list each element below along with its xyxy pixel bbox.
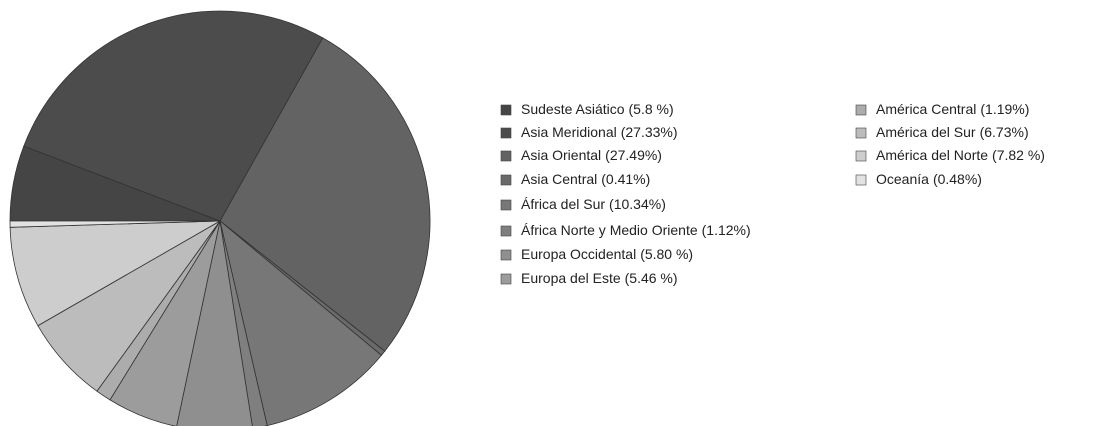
legend-name: Europa Occidental bbox=[521, 246, 636, 262]
legend-label: América del Sur (6.73%) bbox=[876, 124, 1029, 140]
legend-value: (1.12%) bbox=[702, 222, 751, 238]
legend-label: Asia Oriental (27.49%) bbox=[521, 147, 662, 163]
legend-swatch bbox=[500, 150, 512, 162]
legend-swatch bbox=[855, 150, 867, 162]
legend-swatch bbox=[500, 225, 512, 237]
legend-label: África del Sur (10.34%) bbox=[521, 196, 666, 212]
legend-label: Sudeste Asiático (5.8 %) bbox=[521, 101, 674, 117]
legend-swatch bbox=[500, 104, 512, 116]
legend-label: Oceanía (0.48%) bbox=[876, 171, 982, 187]
legend-label: Asia Meridional (27.33%) bbox=[521, 124, 678, 140]
legend-value: (7.82 %) bbox=[992, 147, 1045, 163]
legend-label: Asia Central (0.41%) bbox=[521, 171, 650, 187]
legend-name: Asia Meridional bbox=[521, 124, 617, 140]
legend-value: (27.33%) bbox=[621, 124, 678, 140]
pie-slice bbox=[9, 220, 221, 327]
legend-label: América Central (1.19%) bbox=[876, 101, 1029, 117]
pie-slice bbox=[219, 219, 382, 426]
legend-swatch bbox=[855, 104, 867, 116]
legend-swatch bbox=[500, 174, 512, 186]
legend-swatch bbox=[500, 199, 512, 211]
legend-value: (6.73%) bbox=[980, 124, 1029, 140]
pie-slice bbox=[23, 10, 324, 222]
legend-name: África del Sur bbox=[521, 196, 605, 212]
legend-value: (1.19%) bbox=[980, 101, 1029, 117]
legend-swatch bbox=[855, 127, 867, 139]
legend-swatch bbox=[500, 273, 512, 285]
legend-label: América del Norte (7.82 %) bbox=[876, 147, 1045, 163]
legend-value: (5.80 %) bbox=[640, 246, 693, 262]
legend-label: Europa del Este (5.46 %) bbox=[521, 270, 678, 286]
legend-name: América del Sur bbox=[876, 124, 976, 140]
legend-value: (0.48%) bbox=[933, 171, 982, 187]
legend-name: Asia Central bbox=[521, 171, 597, 187]
legend-label: África Norte y Medio Oriente (1.12%) bbox=[521, 222, 751, 238]
legend-swatch bbox=[855, 174, 867, 186]
legend-name: América Central bbox=[876, 101, 976, 117]
legend-name: África Norte y Medio Oriente bbox=[521, 222, 698, 238]
legend-value: (5.8 %) bbox=[629, 101, 674, 117]
legend-value: (27.49%) bbox=[605, 147, 662, 163]
legend-name: América del Norte bbox=[876, 147, 988, 163]
legend-name: Oceanía bbox=[876, 171, 929, 187]
pie-slice bbox=[219, 37, 431, 352]
pie-slice bbox=[176, 220, 253, 426]
legend-swatch bbox=[500, 249, 512, 261]
legend-value: (5.46 %) bbox=[625, 270, 678, 286]
legend-value: (10.34%) bbox=[609, 196, 666, 212]
legend-name: Sudeste Asiático bbox=[521, 101, 625, 117]
legend-swatch bbox=[500, 127, 512, 139]
pie-slice bbox=[9, 220, 221, 228]
legend-label: Europa Occidental (5.80 %) bbox=[521, 246, 693, 262]
legend-name: Asia Oriental bbox=[521, 147, 601, 163]
legend-value: (0.41%) bbox=[601, 171, 650, 187]
legend-name: Europa del Este bbox=[521, 270, 621, 286]
